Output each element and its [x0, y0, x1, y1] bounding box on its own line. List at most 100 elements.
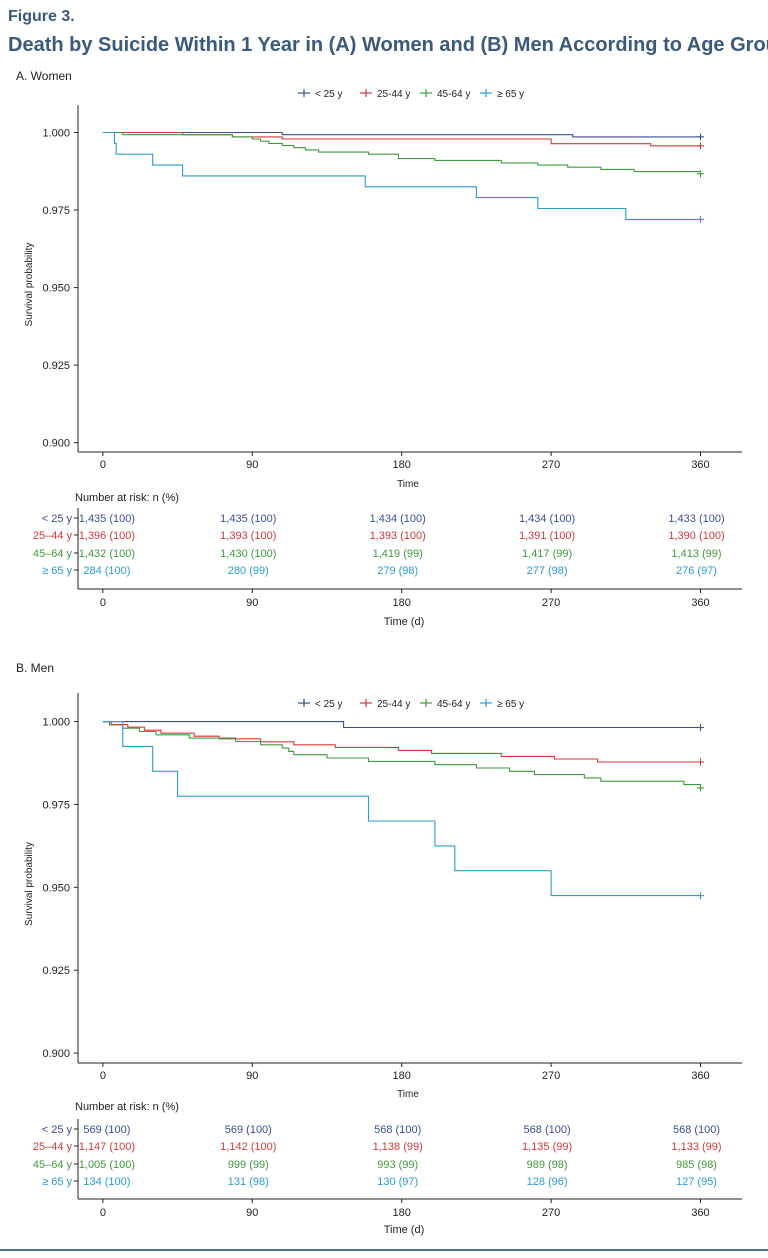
legend-label: 45-64 y	[437, 89, 470, 100]
risk-value: 277 (98)	[527, 565, 568, 577]
risk-value: 1,432 (100)	[79, 548, 135, 560]
panel-title: A. Women	[16, 69, 72, 83]
risk-value: 1,147 (100)	[79, 1141, 135, 1153]
y-axis-label: Survival probability	[24, 243, 35, 327]
risk-value: 1,435 (100)	[79, 513, 135, 525]
figure-title: Death by Suicide Within 1 Year in (A) Wo…	[8, 34, 768, 56]
risk-value: 1,396 (100)	[79, 530, 135, 542]
risk-value: 999 (99)	[228, 1159, 269, 1171]
panel-men: B. Men < 25 y 25-44 y 45-64 y ≥ 65 y 0.900 0.9…	[16, 661, 742, 1236]
x-tick-label: 270	[542, 459, 560, 471]
risk-value: 568 (100)	[524, 1124, 571, 1136]
risk-row-label: ≥ 65 y	[42, 1176, 72, 1188]
risk-value: 1,433 (100)	[668, 513, 724, 525]
risk-value: 1,133 (99)	[671, 1141, 721, 1153]
x-tick-label: 360	[691, 459, 709, 471]
risk-row-label: < 25 y	[42, 513, 73, 525]
legend-label: ≥ 65 y	[497, 699, 524, 710]
x-tick-label: 90	[246, 459, 258, 471]
legend-label: ≥ 65 y	[497, 89, 524, 100]
risk-value: 569 (100)	[225, 1124, 272, 1136]
legend-label: < 25 y	[315, 89, 343, 100]
survival-curve	[102, 131, 701, 220]
y-axis-label: Survival probability	[24, 842, 35, 926]
risk-x-tick-label: 180	[393, 1207, 411, 1219]
risk-value: 569 (100)	[83, 1124, 130, 1136]
risk-value: 568 (100)	[374, 1124, 421, 1136]
panel-women: A. Women < 25 y 25-44 y 45-64 y ≥ 65 y 0.900 0…	[16, 69, 742, 628]
risk-x-tick-label: 0	[100, 1207, 106, 1219]
survival-curve	[102, 131, 701, 138]
risk-value: 279 (98)	[377, 565, 418, 577]
risk-value: 1,142 (100)	[220, 1141, 276, 1153]
risk-value: 993 (99)	[377, 1159, 418, 1171]
risk-x-tick-label: 360	[691, 597, 709, 609]
risk-value: 127 (95)	[676, 1176, 717, 1188]
risk-value: 1,430 (100)	[220, 548, 276, 560]
risk-value: 1,417 (99)	[522, 548, 572, 560]
y-tick-label: 0.925	[42, 360, 70, 372]
risk-x-tick-label: 180	[393, 597, 411, 609]
risk-value: 568 (100)	[673, 1124, 720, 1136]
risk-value: 131 (98)	[228, 1176, 269, 1188]
risk-row-label: < 25 y	[42, 1124, 73, 1136]
y-tick-label: 1.000	[42, 717, 70, 729]
risk-value: 1,435 (100)	[220, 513, 276, 525]
risk-value: 1,419 (99)	[373, 548, 423, 560]
risk-x-axis-label: Time (d)	[384, 1224, 425, 1236]
y-tick-label: 0.950	[42, 283, 70, 295]
risk-value: 280 (99)	[228, 565, 269, 577]
survival-curve	[102, 721, 701, 729]
risk-row-label: 45–64 y	[33, 1159, 73, 1171]
risk-value: 128 (96)	[527, 1176, 568, 1188]
y-tick-label: 0.975	[42, 799, 70, 811]
y-tick-label: 0.900	[42, 1048, 70, 1060]
risk-value: 989 (98)	[527, 1159, 568, 1171]
risk-value: 1,390 (100)	[668, 530, 724, 542]
risk-value: 130 (97)	[377, 1176, 418, 1188]
y-tick-label: 0.900	[42, 438, 70, 450]
survival-curve	[102, 131, 702, 174]
risk-x-axis-label: Time (d)	[384, 616, 425, 628]
risk-value: 985 (98)	[676, 1159, 717, 1171]
legend-label: 25-44 y	[377, 89, 410, 100]
survival-curve	[102, 721, 701, 897]
y-tick-label: 0.925	[42, 965, 70, 977]
risk-table: Number at risk: n (%)< 25 y 1,435 (100) 1,…	[33, 492, 742, 628]
x-axis-label: Time	[397, 479, 419, 490]
risk-x-tick-label: 360	[691, 1207, 709, 1219]
risk-x-tick-label: 90	[246, 597, 258, 609]
risk-x-tick-label: 90	[246, 1207, 258, 1219]
panel-title: B. Men	[16, 661, 54, 675]
risk-table-title: Number at risk: n (%)	[75, 1101, 179, 1113]
survival-curve	[102, 721, 702, 788]
y-tick-label: 0.975	[42, 205, 70, 217]
bottom-rule	[0, 1249, 768, 1251]
x-tick-label: 180	[393, 1070, 411, 1082]
risk-x-tick-label: 270	[542, 597, 560, 609]
legend: < 25 y 25-44 y 45-64 y ≥ 65 y	[298, 89, 524, 100]
legend-label: 25-44 y	[377, 699, 410, 710]
figure-label: Figure 3.	[8, 8, 75, 25]
y-tick-label: 0.950	[42, 882, 70, 894]
risk-x-tick-label: 0	[100, 597, 106, 609]
x-axis-label: Time	[397, 1089, 419, 1100]
legend-label: 45-64 y	[437, 699, 470, 710]
risk-value: 1,393 (100)	[370, 530, 426, 542]
risk-row-label: ≥ 65 y	[42, 565, 72, 577]
x-tick-label: 90	[246, 1070, 258, 1082]
risk-value: 1,391 (100)	[519, 530, 575, 542]
legend-label: < 25 y	[315, 699, 343, 710]
x-tick-label: 0	[100, 1070, 106, 1082]
risk-value: 1,138 (99)	[373, 1141, 423, 1153]
legend: < 25 y 25-44 y 45-64 y ≥ 65 y	[298, 699, 524, 710]
risk-value: 284 (100)	[83, 565, 130, 577]
risk-row-label: 45–64 y	[33, 548, 73, 560]
risk-table-title: Number at risk: n (%)	[75, 492, 179, 504]
risk-x-tick-label: 270	[542, 1207, 560, 1219]
survival-curve	[102, 721, 701, 763]
risk-value: 1,005 (100)	[79, 1159, 135, 1171]
x-tick-label: 270	[542, 1070, 560, 1082]
y-tick-label: 1.000	[42, 128, 70, 140]
